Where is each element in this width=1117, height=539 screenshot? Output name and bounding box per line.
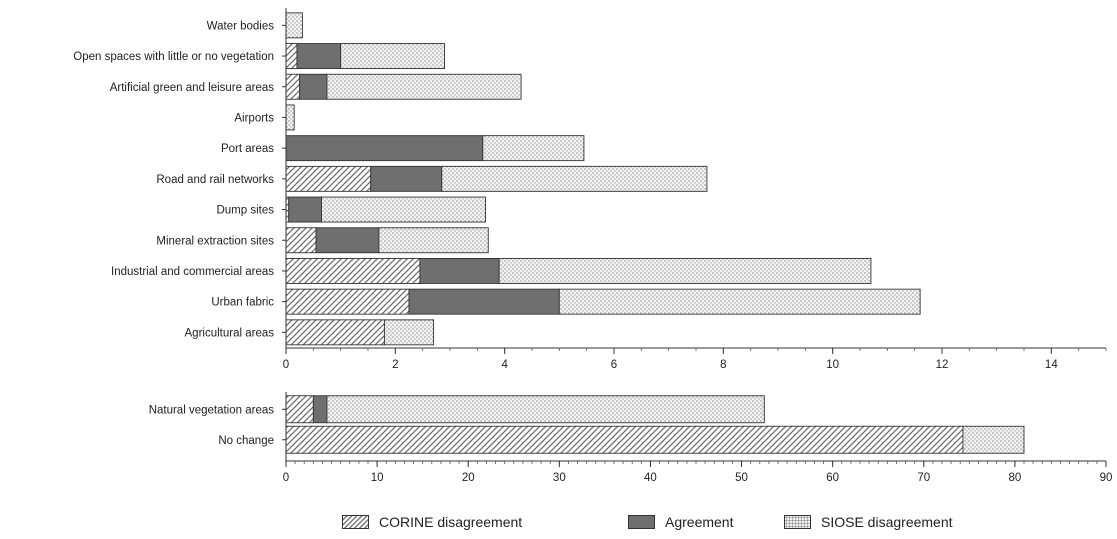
x-tick-label-90: 90 (1100, 472, 1113, 484)
bar-natural-vegetation-areas-corine (285, 395, 314, 424)
category-label-port-areas: Port areas (221, 143, 274, 155)
bar-urban-fabric-agreement (408, 288, 560, 315)
legend-item-corine: CORINE disagreement (342, 512, 522, 532)
legend-item-agreement: Agreement (628, 512, 733, 532)
bar-natural-vegetation-areas-siose (326, 395, 765, 424)
x-tick-label-50: 50 (735, 472, 748, 484)
bar-industrial-and-commercial-areas-agreement (419, 258, 500, 284)
bar-open-spaces-with-little-or-no-vegetation-siose (340, 43, 445, 69)
bar-airports-siose (285, 104, 295, 131)
x-tick-label-0: 0 (283, 359, 289, 371)
bar-industrial-and-commercial-areas-siose (498, 258, 872, 284)
legend-swatch-corine (342, 515, 369, 529)
bar-artificial-green-and-leisure-areas-agreement (299, 73, 328, 100)
bar-water-bodies-siose (285, 12, 303, 39)
category-label-no-change: No change (218, 435, 274, 447)
legend-label-siose: SIOSE disagreement (821, 514, 953, 530)
legend-label-corine: CORINE disagreement (379, 514, 523, 530)
category-label-airports: Airports (234, 112, 274, 124)
bar-no-change-siose (962, 425, 1025, 454)
x-tick-label-60: 60 (826, 472, 839, 484)
bar-open-spaces-with-little-or-no-vegetation-corine (285, 43, 298, 69)
chart-canvas: Water bodies Open spaces with little or n… (73, 8, 1113, 484)
x-tick-label-12: 12 (936, 359, 949, 371)
legend-item-siose: SIOSE disagreement (784, 512, 953, 532)
bar-road-and-rail-networks-corine (285, 165, 372, 192)
legend-label-agreement: Agreement (665, 514, 734, 530)
bar-mineral-extraction-sites-agreement (315, 227, 380, 254)
bar-no-change-corine (285, 425, 964, 454)
bar-agricultural-areas-corine (285, 319, 385, 346)
x-tick-label-80: 80 (1008, 472, 1021, 484)
x-tick-label-0: 0 (283, 472, 289, 484)
category-label-road-and-rail-networks: Road and rail networks (156, 174, 274, 186)
category-label-mineral-extraction-sites: Mineral extraction sites (156, 235, 274, 247)
bar-dump-sites-agreement (288, 196, 322, 223)
bar-agricultural-areas-siose (383, 319, 435, 346)
x-tick-label-20: 20 (462, 472, 475, 484)
x-tick-label-70: 70 (917, 472, 930, 484)
x-tick-label-30: 30 (553, 472, 566, 484)
bar-dump-sites-siose (321, 196, 486, 223)
bar-artificial-green-and-leisure-areas-corine (285, 73, 301, 100)
bar-road-and-rail-networks-siose (441, 165, 708, 192)
category-label-dump-sites: Dump sites (216, 205, 274, 217)
bar-open-spaces-with-little-or-no-vegetation-agreement (296, 43, 342, 69)
x-tick-label-2: 2 (392, 359, 398, 371)
bar-port-areas-agreement (285, 135, 484, 162)
legend: CORINE disagreement Agreement SIOSE disa… (0, 508, 1117, 536)
x-tick-label-10: 10 (371, 472, 384, 484)
x-tick-label-4: 4 (501, 359, 508, 371)
bar-industrial-and-commercial-areas-corine (285, 258, 421, 284)
upper-panel: Water bodies Open spaces with little or n… (73, 8, 1107, 371)
category-label-water-bodies: Water bodies (207, 20, 275, 32)
x-tick-label-10: 10 (826, 359, 839, 371)
bar-road-and-rail-networks-agreement (370, 165, 443, 192)
category-label-industrial-and-commercial-areas: Industrial and commercial areas (111, 266, 274, 278)
legend-swatch-agreement (628, 515, 655, 529)
bar-natural-vegetation-areas-agreement (312, 395, 328, 424)
bar-urban-fabric-siose (558, 288, 921, 315)
x-tick-label-8: 8 (720, 359, 726, 371)
category-label-natural-vegetation-areas: Natural vegetation areas (149, 404, 275, 416)
category-label-agricultural-areas: Agricultural areas (185, 327, 275, 339)
x-tick-label-14: 14 (1045, 359, 1058, 371)
category-label-open-spaces-with-little-or-no-vegetation: Open spaces with little or no vegetation (73, 51, 274, 63)
bar-urban-fabric-corine (285, 288, 410, 315)
lower-panel: Natural vegetation areas No change 0 10 20 30… (149, 392, 1113, 484)
bar-port-areas-siose (482, 135, 585, 162)
bar-mineral-extraction-sites-corine (285, 227, 317, 254)
category-label-artificial-green-and-leisure-areas: Artificial green and leisure areas (110, 82, 275, 94)
legend-swatch-siose (784, 515, 811, 529)
bar-mineral-extraction-sites-siose (378, 227, 489, 254)
x-tick-label-40: 40 (644, 472, 657, 484)
x-tick-label-6: 6 (611, 359, 617, 371)
bar-artificial-green-and-leisure-areas-siose (326, 73, 522, 100)
category-label-urban-fabric: Urban fabric (211, 297, 274, 309)
